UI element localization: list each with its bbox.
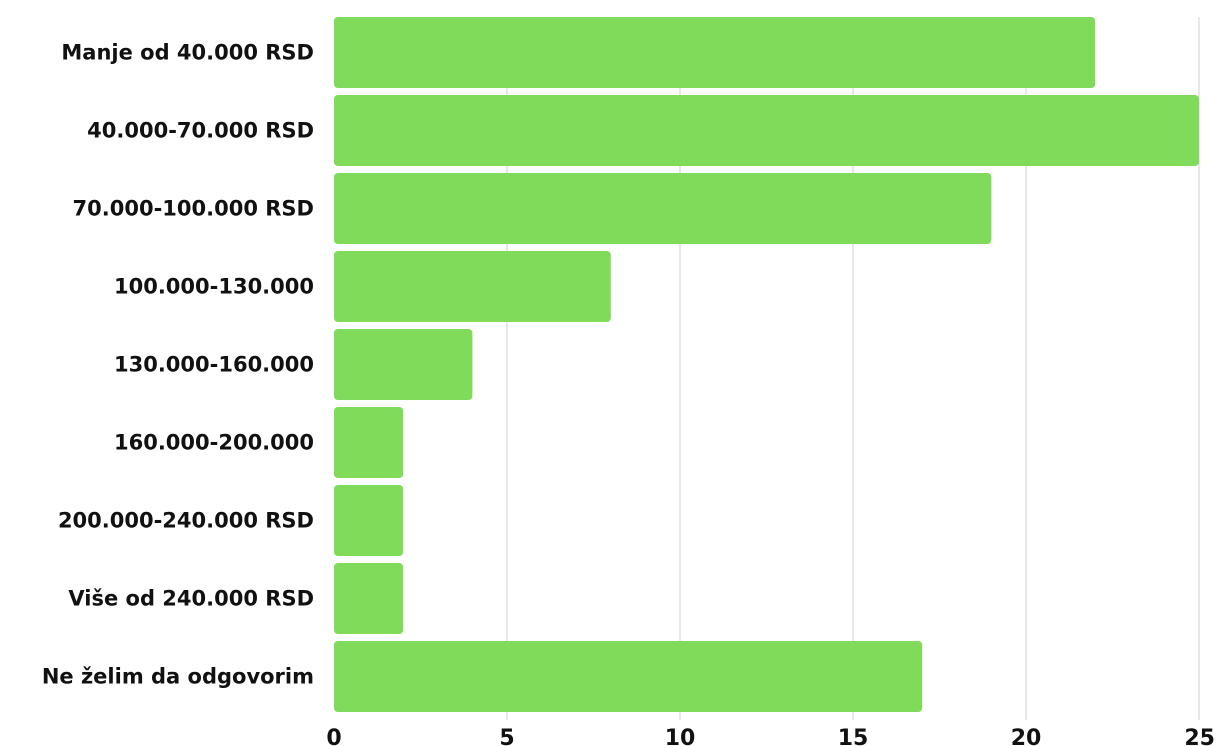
category-label: Više od 240.000 RSD [68,587,314,611]
x-tick-label: 25 [1184,726,1215,746]
bar [334,173,992,244]
category-label: 200.000-240.000 RSD [58,509,314,533]
x-axis-tick-labels: 0 5 10 15 20 25 [326,726,1215,746]
x-tick-label: 0 [326,726,341,746]
x-tick-label: 5 [499,726,514,746]
x-tick-label: 10 [665,726,696,746]
category-label: Manje od 40.000 RSD [61,41,314,65]
category-labels: Manje od 40.000 RSD 40.000-70.000 RSD 70.0… [42,41,314,689]
x-tick-label: 15 [838,726,869,746]
category-label: 40.000-70.000 RSD [87,119,314,143]
bar [334,485,404,556]
bars [334,17,1199,712]
category-label: 70.000-100.000 RSD [73,197,314,221]
x-tick-label: 20 [1011,726,1042,746]
bar [334,641,923,712]
bar [334,407,404,478]
bar [334,95,1199,166]
bar [334,329,473,400]
bar [334,251,611,322]
category-label: 160.000-200.000 [114,431,314,455]
category-label: Ne želim da odgovorim [42,665,314,689]
bar [334,563,404,634]
category-label: 130.000-160.000 [114,353,314,377]
category-label: 100.000-130.000 [114,275,314,299]
bar [334,17,1096,88]
